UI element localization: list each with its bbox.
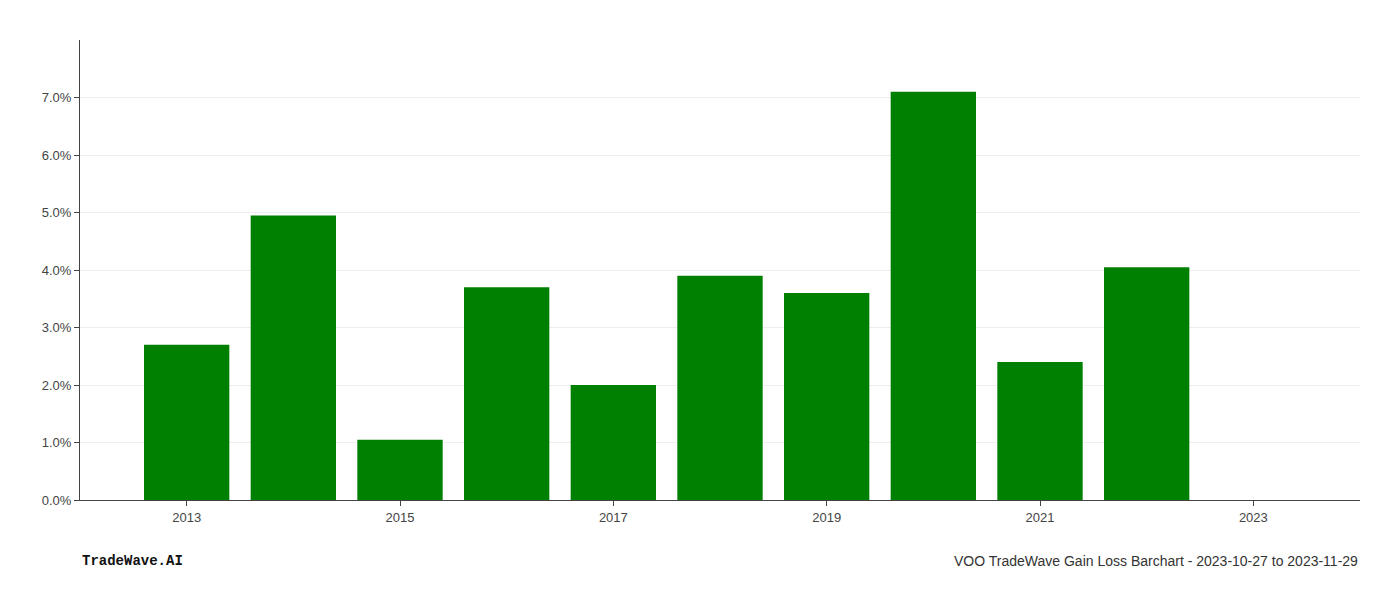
- svg-text:5.0%: 5.0%: [42, 205, 72, 220]
- svg-text:1.0%: 1.0%: [42, 435, 72, 450]
- svg-text:VOO TradeWave Gain Loss Barcha: VOO TradeWave Gain Loss Barchart - 2023-…: [954, 553, 1358, 569]
- svg-text:3.0%: 3.0%: [42, 320, 72, 335]
- svg-text:TradeWave.AI: TradeWave.AI: [82, 553, 183, 569]
- svg-text:2019: 2019: [812, 510, 841, 525]
- svg-text:2017: 2017: [599, 510, 628, 525]
- svg-text:7.0%: 7.0%: [42, 90, 72, 105]
- svg-text:2021: 2021: [1026, 510, 1055, 525]
- svg-text:6.0%: 6.0%: [42, 148, 72, 163]
- svg-text:4.0%: 4.0%: [42, 263, 72, 278]
- svg-text:2.0%: 2.0%: [42, 378, 72, 393]
- svg-text:2013: 2013: [172, 510, 201, 525]
- svg-text:2015: 2015: [386, 510, 415, 525]
- svg-text:0.0%: 0.0%: [42, 493, 72, 508]
- svg-text:2023: 2023: [1239, 510, 1268, 525]
